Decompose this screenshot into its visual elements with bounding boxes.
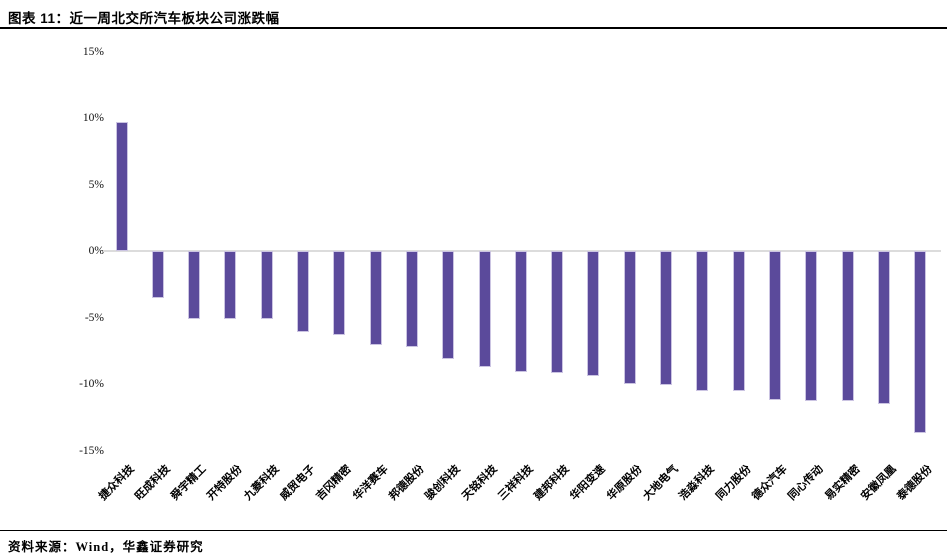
x-axis-label: 华阳变速 <box>568 463 609 503</box>
x-axis-label: 旺成科技 <box>132 463 173 503</box>
bar <box>877 251 890 404</box>
bar <box>478 251 491 367</box>
bar <box>151 251 164 298</box>
chart-header: 图表 11：近一周北交所汽车板块公司涨跌幅 <box>0 0 947 29</box>
x-axis-label: 华原股份 <box>604 463 645 503</box>
y-axis-tick-label: -5% <box>84 311 104 324</box>
bar <box>623 251 636 384</box>
bar <box>551 251 564 374</box>
bar <box>115 121 128 251</box>
bar <box>841 251 854 402</box>
x-axis-label: 三祥科技 <box>495 463 536 503</box>
x-axis-label: 骏创科技 <box>423 463 463 503</box>
x-axis-label: 吉冈精密 <box>314 463 354 503</box>
x-axis-label: 华洋赛车 <box>350 463 391 503</box>
x-axis-label: 大地电气 <box>641 463 681 503</box>
x-axis-label: 天铭科技 <box>459 463 500 503</box>
x-axis-label: 建邦科技 <box>532 463 572 503</box>
bar <box>660 251 672 386</box>
x-axis-label: 易实精密 <box>822 463 863 503</box>
bar <box>442 251 455 359</box>
x-axis-label: 德众汽车 <box>749 463 790 503</box>
y-axis-tick-label: 15% <box>82 45 104 58</box>
x-axis-label: 开特股份 <box>205 463 246 503</box>
y-axis-tick-label: -15% <box>79 444 104 457</box>
x-axis-label: 舜宇精工 <box>169 463 209 503</box>
bar <box>297 251 309 333</box>
bar <box>260 251 273 319</box>
source-text: 资料来源：Wind，华鑫证券研究 <box>8 540 204 553</box>
bar <box>732 251 745 391</box>
bar <box>369 251 382 346</box>
bar <box>333 251 346 335</box>
x-axis-label: 同心传动 <box>786 463 826 503</box>
x-axis-label: 威贸电子 <box>278 463 318 503</box>
source-footer: 资料来源：Wind，华鑫证券研究 <box>0 530 947 553</box>
x-axis-label: 安徽凤凰 <box>858 463 899 503</box>
x-axis-label: 浩淼科技 <box>677 463 717 503</box>
bar <box>914 251 927 434</box>
bar <box>768 251 781 400</box>
bar <box>405 251 418 347</box>
bar <box>696 251 709 391</box>
bar <box>188 251 201 319</box>
x-axis-label: 邦德股份 <box>386 463 427 503</box>
x-axis-label: 同力股份 <box>713 463 754 503</box>
bar <box>587 251 600 377</box>
bar <box>514 251 527 373</box>
x-axis-label: 捷众科技 <box>96 463 137 503</box>
chart-title: 图表 11：近一周北交所汽车板块公司涨跌幅 <box>8 11 280 26</box>
bar <box>805 251 818 402</box>
x-axis-label: 九菱科技 <box>241 463 282 503</box>
y-axis-tick-label: 0% <box>88 245 104 257</box>
y-axis-tick-label: -10% <box>79 378 104 390</box>
x-axis-label: 泰德股份 <box>895 463 935 503</box>
y-axis-tick-label: 10% <box>82 112 104 124</box>
y-axis-tick-label: 5% <box>88 178 104 191</box>
bar <box>224 251 237 319</box>
